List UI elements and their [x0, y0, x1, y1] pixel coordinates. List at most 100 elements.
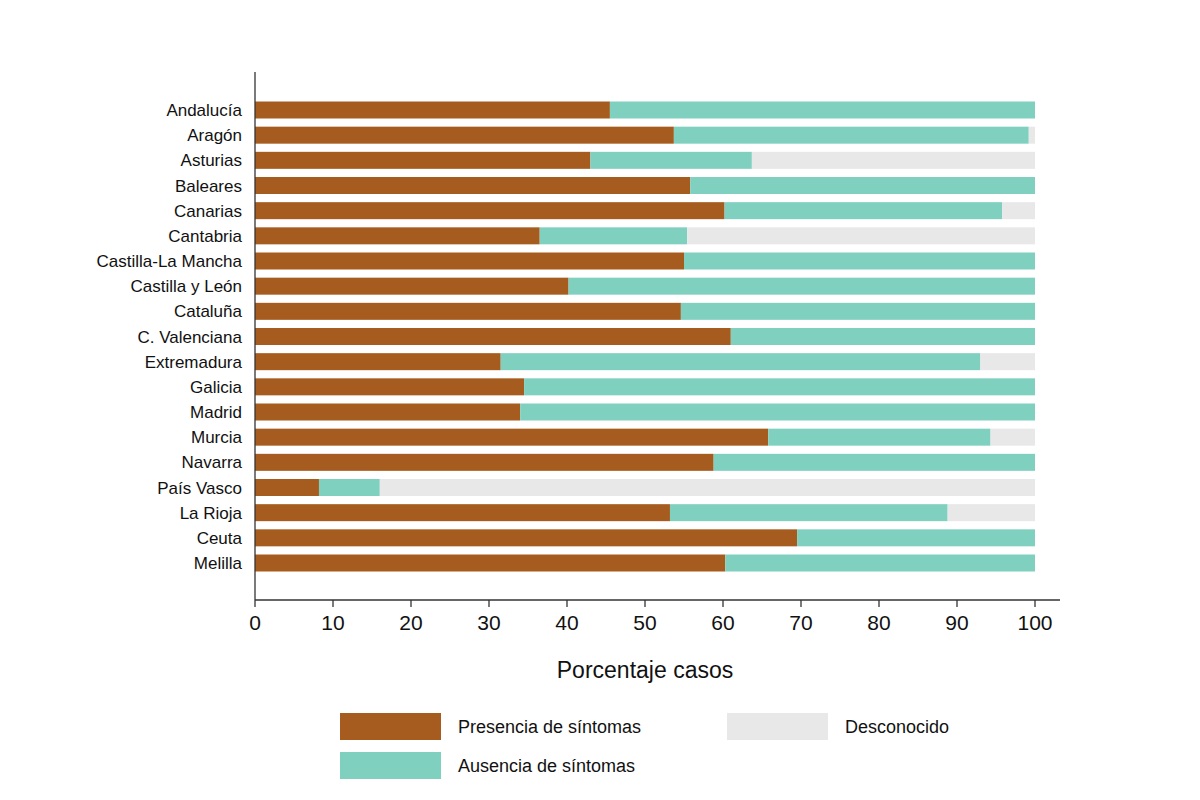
bar	[1035, 102, 1036, 119]
bar	[687, 227, 1035, 244]
bar	[1035, 378, 1036, 395]
bar	[255, 378, 524, 395]
bar	[690, 177, 1035, 194]
legend-swatch	[340, 752, 441, 779]
bar	[1035, 303, 1036, 320]
bar	[501, 353, 981, 370]
bar	[255, 253, 684, 270]
tick-label: 80	[867, 611, 890, 634]
bar	[684, 253, 1035, 270]
category-label: País Vasco	[157, 479, 242, 498]
bar	[768, 429, 990, 446]
bar	[674, 127, 1029, 144]
bar	[319, 479, 380, 496]
tick	[566, 600, 567, 607]
tick-label: 30	[477, 611, 500, 634]
bar	[1035, 253, 1036, 270]
category-label: Navarra	[182, 453, 243, 472]
bar	[255, 127, 674, 144]
legend-swatch	[340, 713, 441, 740]
tick-label: 0	[249, 611, 261, 634]
category-label: La Rioja	[180, 504, 243, 523]
legend-label: Presencia de síntomas	[458, 717, 641, 737]
category-label: Canarias	[174, 202, 242, 221]
legend-swatch	[727, 713, 828, 740]
bar	[1002, 202, 1035, 219]
bar	[255, 152, 590, 169]
tick-label: 90	[945, 611, 968, 634]
bar	[681, 303, 1035, 320]
tick	[1034, 600, 1035, 607]
bar	[797, 529, 1035, 546]
category-label: Castilla y León	[130, 277, 242, 296]
bar	[725, 202, 1003, 219]
category-label: Asturias	[181, 151, 242, 170]
category-label: C. Valenciana	[137, 328, 242, 347]
tick	[644, 600, 645, 607]
bar	[255, 227, 540, 244]
bar	[1035, 328, 1036, 345]
category-label: Aragón	[187, 126, 242, 145]
bar	[980, 353, 1035, 370]
bar	[590, 152, 751, 169]
tick-label: 10	[321, 611, 344, 634]
bar	[255, 353, 501, 370]
bar	[255, 454, 714, 471]
tick	[488, 600, 489, 607]
bar	[991, 429, 1035, 446]
bar	[714, 454, 1035, 471]
tick	[878, 600, 879, 607]
bar	[255, 278, 569, 295]
bars	[255, 102, 1035, 572]
category-label: Baleares	[175, 177, 242, 196]
bar	[255, 328, 731, 345]
category-label: Extremadura	[145, 353, 243, 372]
bar	[731, 328, 1035, 345]
x-axis	[255, 599, 1060, 600]
bar	[255, 504, 670, 521]
bar	[752, 152, 1035, 169]
tick	[722, 600, 723, 607]
bar	[725, 555, 1035, 572]
bar	[610, 102, 1035, 119]
category-label: Cantabria	[168, 227, 242, 246]
tick-label: 60	[711, 611, 734, 634]
tick	[956, 600, 957, 607]
bar	[569, 278, 1035, 295]
bar	[1029, 127, 1035, 144]
tick-label: 50	[633, 611, 656, 634]
legend-label: Ausencia de síntomas	[458, 756, 635, 776]
bar	[1035, 555, 1036, 572]
bar	[255, 429, 768, 446]
tick-label: 100	[1017, 611, 1052, 634]
bar	[1035, 278, 1036, 295]
category-label: Madrid	[190, 403, 242, 422]
tick-label: 70	[789, 611, 812, 634]
category-label: Melilla	[194, 554, 243, 573]
bar	[255, 404, 520, 421]
bar	[670, 504, 948, 521]
chart: Andalucía Aragón Asturias Baleares Canarias C…	[0, 0, 1200, 800]
bar	[255, 177, 690, 194]
category-label: Andalucía	[166, 101, 242, 120]
tick	[332, 600, 333, 607]
tick	[410, 600, 411, 607]
bar	[1035, 177, 1036, 194]
category-label: Castilla-La Mancha	[96, 252, 242, 271]
tick-label: 20	[399, 611, 422, 634]
bar	[948, 504, 1035, 521]
bar	[255, 479, 319, 496]
y-axis	[254, 72, 255, 600]
bar	[524, 378, 1035, 395]
axis-label: Porcentaje casos	[557, 657, 733, 683]
bar	[1035, 529, 1036, 546]
legend-label: Desconocido	[845, 717, 949, 737]
bar	[1035, 454, 1036, 471]
category-label: Ceuta	[197, 529, 243, 548]
tick	[254, 600, 255, 607]
bar	[380, 479, 1035, 496]
bar	[540, 227, 687, 244]
bar	[255, 102, 610, 119]
bar	[255, 529, 797, 546]
category-label: Murcia	[191, 428, 243, 447]
